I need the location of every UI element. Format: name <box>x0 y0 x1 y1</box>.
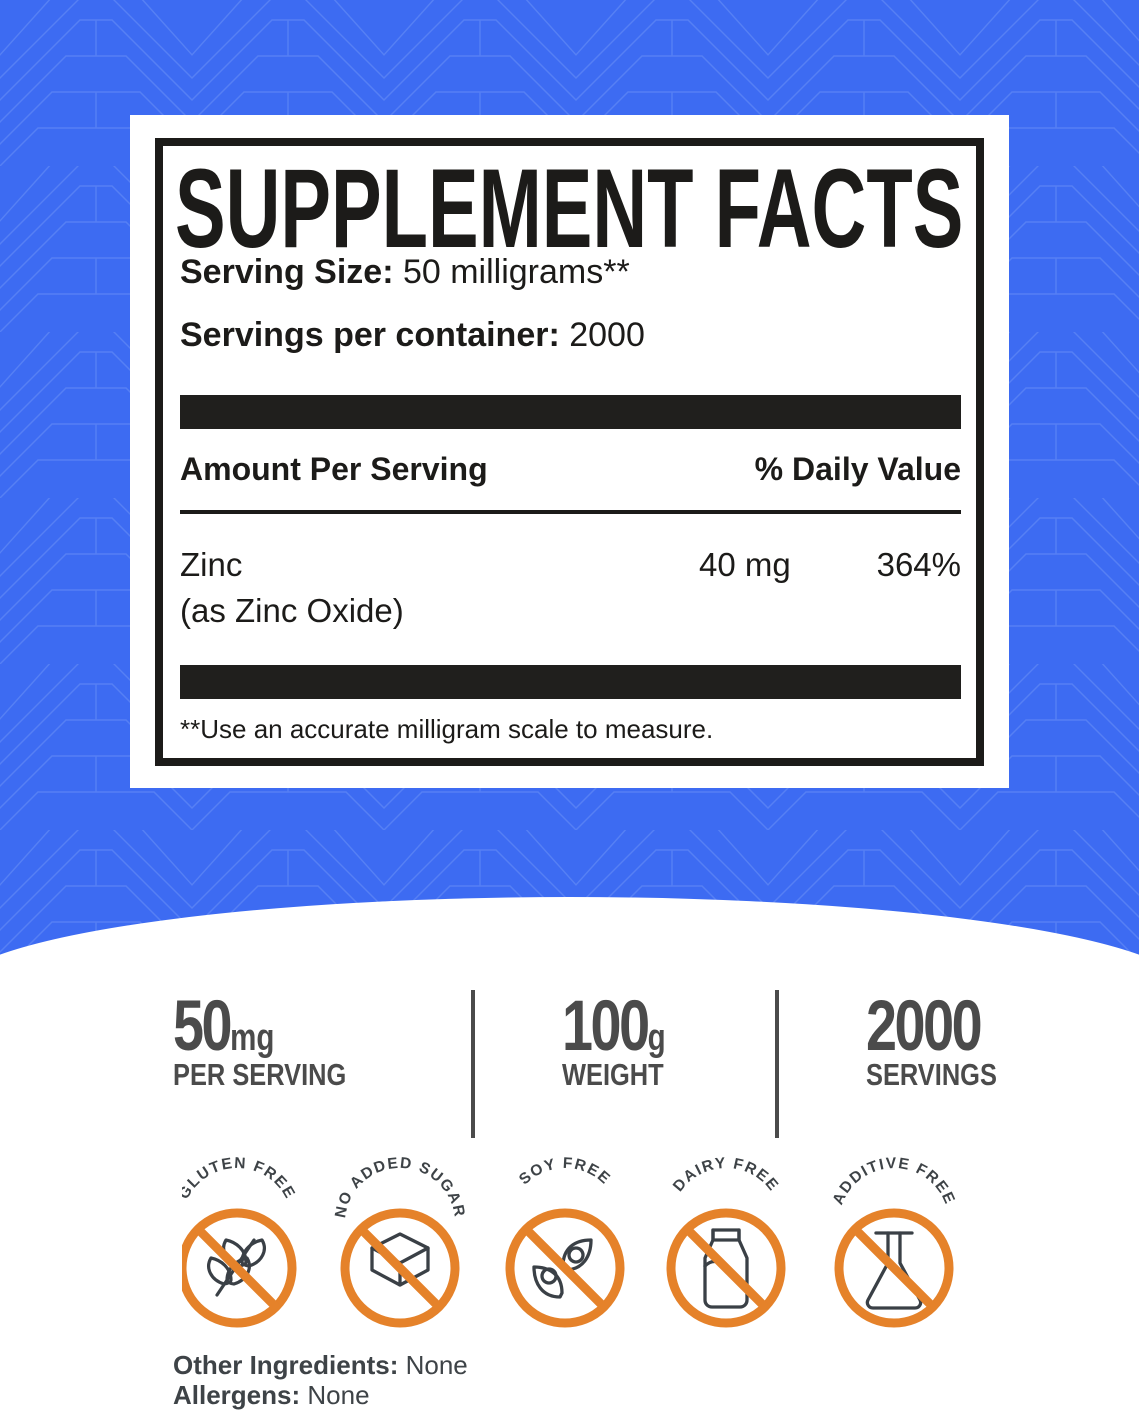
svg-text:ADDITIVE FREE: ADDITIVE FREE <box>830 1155 959 1208</box>
svg-text:GLUTEN FREE: GLUTEN FREE <box>182 1155 299 1203</box>
svg-text:SOY FREE: SOY FREE <box>516 1155 614 1188</box>
svg-text:DAIRY FREE: DAIRY FREE <box>670 1155 782 1195</box>
